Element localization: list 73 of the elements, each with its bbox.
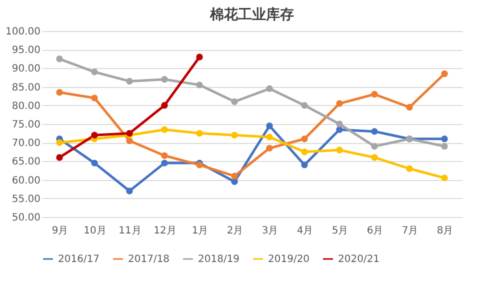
point: [231, 178, 238, 186]
point: [406, 165, 413, 172]
y-tick-label: 90.00: [12, 64, 40, 75]
x-tick-label: 1月: [192, 226, 208, 236]
legend-label: 2018/19: [198, 254, 240, 265]
point: [336, 146, 343, 154]
point: [91, 94, 98, 102]
y-tick-label: 80.00: [12, 100, 40, 112]
point: [301, 102, 308, 109]
x-tick-label: 12月: [154, 226, 176, 236]
point: [56, 89, 63, 96]
point: [161, 102, 168, 109]
point: [441, 142, 448, 150]
x-tick-label: 3月: [262, 226, 278, 236]
y-tick-label: 85.00: [12, 82, 40, 94]
point: [301, 162, 308, 168]
legend-label: 2019/20: [268, 254, 310, 265]
x-tick-label: 2月: [226, 226, 244, 236]
point: [266, 134, 273, 140]
point: [56, 139, 63, 146]
point: [371, 90, 378, 98]
point: [161, 76, 168, 83]
point: [196, 130, 203, 137]
y-tick-label: 65.00: [12, 156, 40, 168]
y-tick-label: 95.00: [12, 45, 40, 56]
y-tick-label: 50.00: [12, 212, 40, 224]
point: [266, 144, 273, 152]
point: [161, 152, 168, 159]
point: [266, 85, 273, 92]
point: [231, 98, 238, 106]
point: [441, 136, 448, 142]
y-tick-label: 70.00: [12, 138, 40, 150]
point: [336, 100, 343, 107]
point: [371, 154, 378, 161]
point: [336, 120, 343, 128]
point: [231, 132, 238, 139]
chart-title: 棉花工业库存: [209, 6, 294, 23]
point: [196, 82, 203, 88]
point: [441, 70, 448, 78]
point: [126, 78, 133, 85]
x-tick-label: 5月: [332, 226, 348, 236]
legend-label: 2020/21: [338, 254, 380, 265]
point: [231, 172, 238, 180]
y-tick-label: 60.00: [12, 175, 40, 186]
point: [371, 142, 378, 150]
x-tick-label: 9月: [52, 226, 68, 236]
point: [371, 128, 378, 135]
x-tick-label: 8月: [436, 226, 454, 236]
point: [266, 122, 273, 130]
x-tick-label: 10月: [84, 226, 106, 236]
point: [406, 104, 413, 111]
point: [441, 174, 448, 182]
point: [56, 154, 63, 161]
point: [126, 188, 133, 194]
legend-label: 2017/18: [128, 254, 170, 265]
point: [336, 126, 343, 133]
point: [196, 54, 203, 60]
point: [161, 160, 168, 166]
legend-label: 2016/17: [58, 254, 100, 265]
point: [301, 136, 308, 142]
x-tick-label: 7月: [402, 226, 418, 236]
point: [91, 160, 98, 166]
point: [56, 56, 63, 62]
y-tick-label: 100.00: [6, 26, 40, 38]
point: [161, 126, 168, 133]
x-tick-label: 4月: [296, 226, 314, 236]
point: [91, 68, 98, 76]
point: [301, 148, 308, 156]
y-tick-label: 75.00: [12, 120, 40, 130]
point: [91, 132, 98, 139]
y-tick-label: 55.00: [12, 194, 40, 205]
x-tick-label: 11月: [118, 226, 142, 236]
x-tick-label: 6月: [366, 226, 384, 236]
